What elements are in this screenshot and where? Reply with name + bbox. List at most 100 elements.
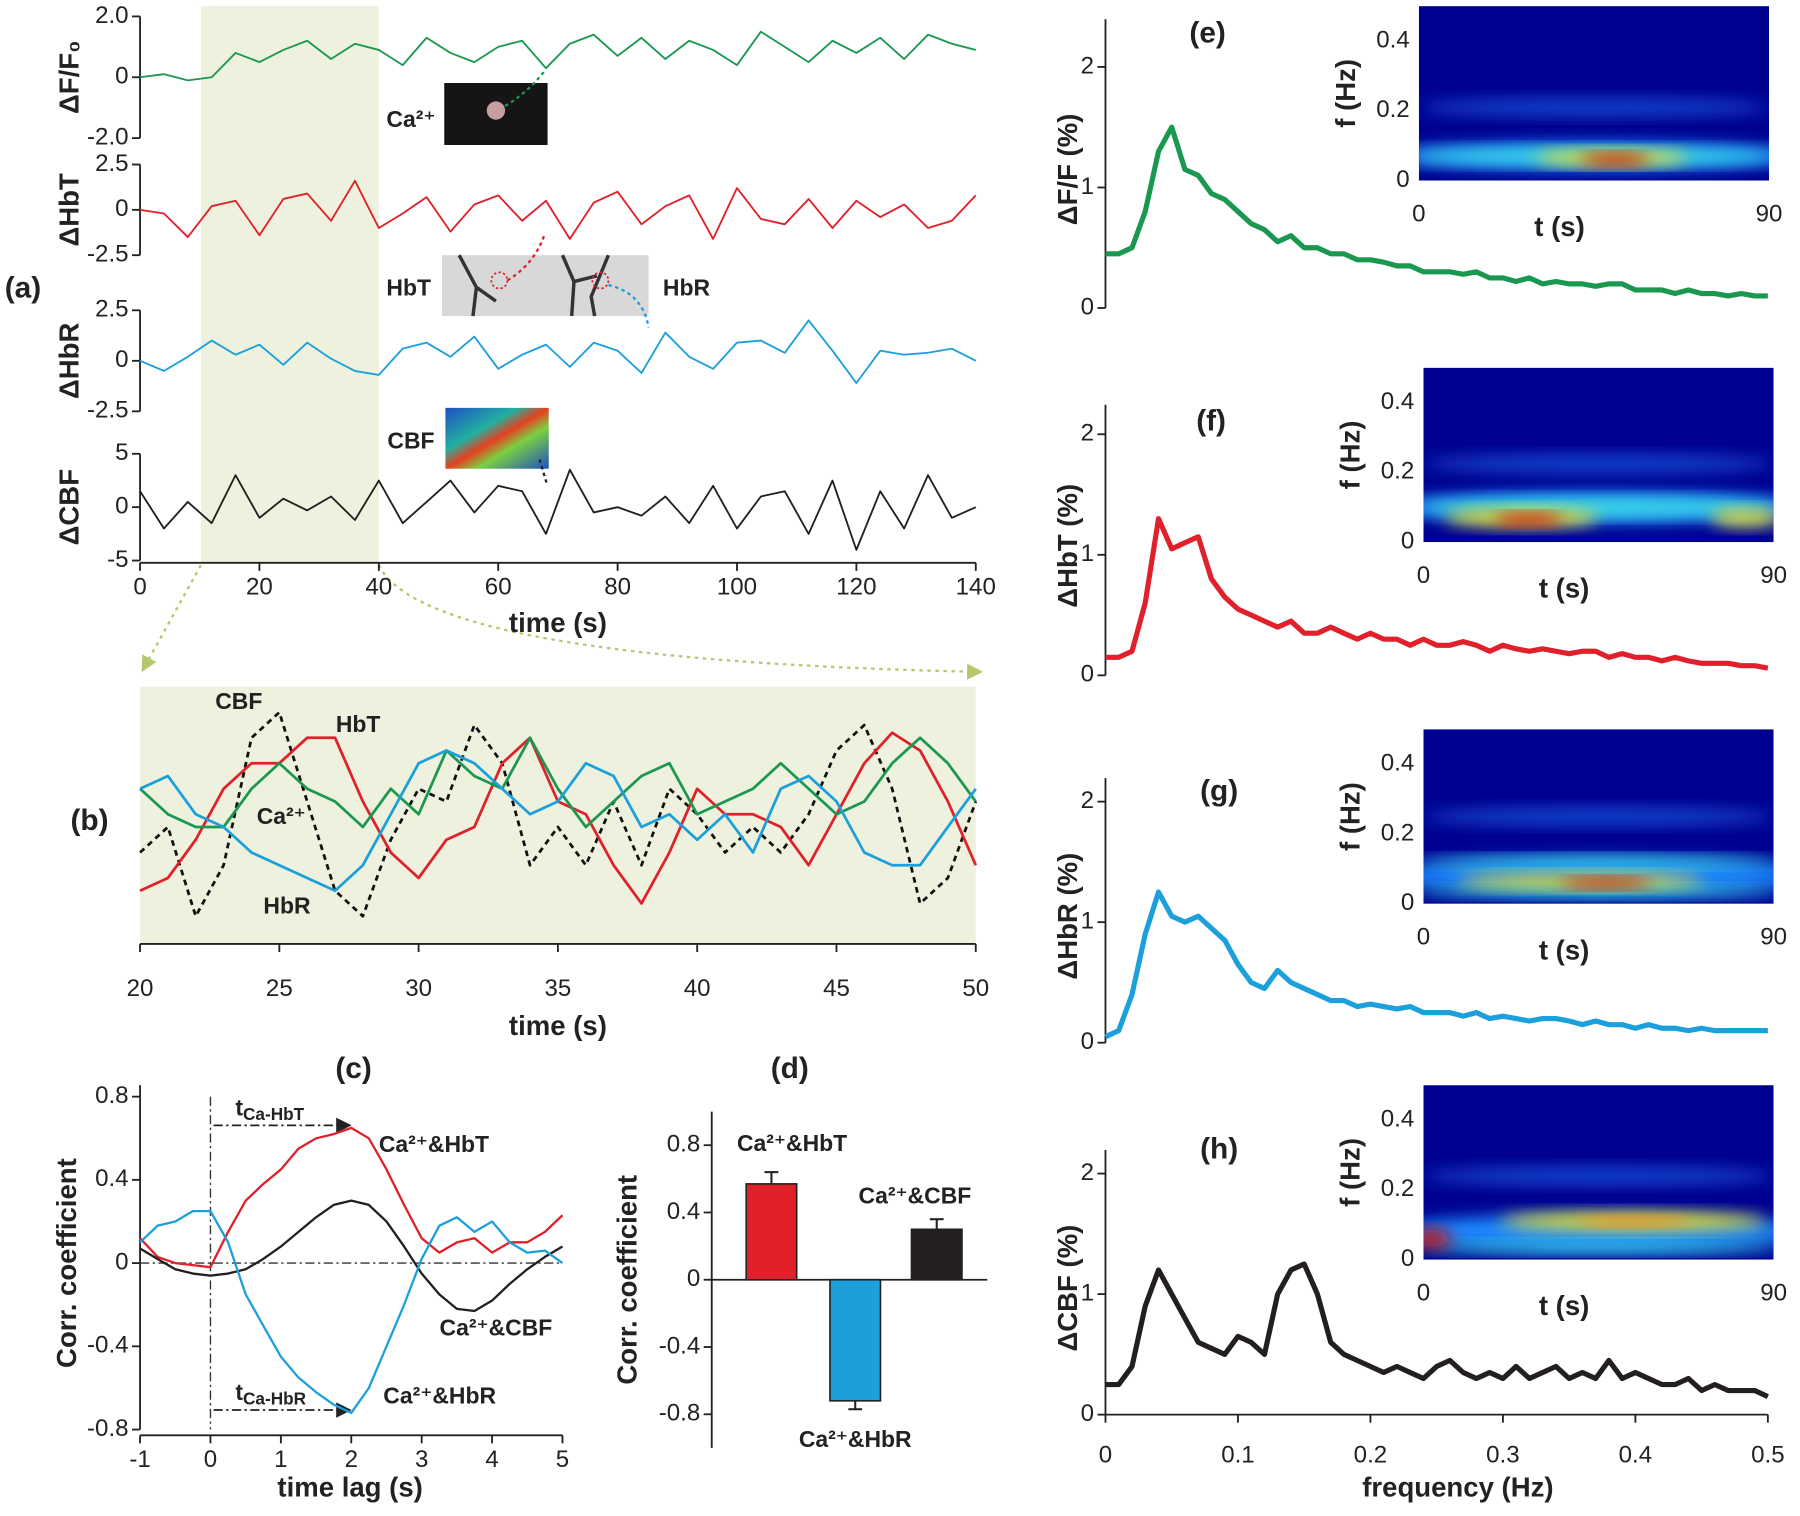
y-tick-label: 1 <box>1081 173 1094 200</box>
y-label: ΔF/F₀ <box>53 40 84 114</box>
inset-x-label: t (s) <box>1539 573 1590 604</box>
x-tick-label: 0 <box>1099 1441 1112 1468</box>
panel-label: (d) <box>771 1052 809 1085</box>
inset-x-label: t (s) <box>1534 211 1585 242</box>
spectrogram-power <box>1560 878 1652 888</box>
x-tick-label: 3 <box>415 1446 428 1473</box>
y-tick-label: 0.4 <box>95 1165 129 1192</box>
x-tick-label: 0.1 <box>1221 1441 1255 1468</box>
inset-y-tick-label: 0.2 <box>1381 458 1415 485</box>
cbf-image <box>445 407 549 469</box>
x-tick-label: 2 <box>345 1446 358 1473</box>
y-label: ΔCBF <box>53 469 84 545</box>
roi <box>591 271 610 290</box>
inset-x-tick-label: 90 <box>1760 562 1787 589</box>
y-label: ΔF/F (%) <box>1052 114 1083 226</box>
spectrogram-power <box>1418 98 1770 117</box>
spectrogram-power <box>1579 154 1650 165</box>
x-tick-label: 0.4 <box>1619 1441 1653 1468</box>
y-tick-label: 2.5 <box>95 296 129 323</box>
series-label: CBF <box>215 688 262 714</box>
spectrogram <box>1423 729 1774 904</box>
y-tick-label: 2.5 <box>95 150 129 177</box>
bar <box>910 1228 963 1281</box>
inset-x-tick-label: 0 <box>1412 200 1425 227</box>
y-tick-label: -5 <box>107 546 128 573</box>
annotation-sub: Ca-HbR <box>243 1388 307 1408</box>
x-tick-label: 120 <box>836 573 876 600</box>
calcium-spot <box>486 101 506 120</box>
annotation-main: t <box>235 1379 243 1405</box>
series-line <box>139 1209 564 1415</box>
inset-y-tick-label: 0.4 <box>1381 750 1415 777</box>
series-line <box>139 710 978 918</box>
spectrogram <box>1418 6 1770 181</box>
y-label: ΔHbT <box>53 173 84 247</box>
inset-x-tick-label: 90 <box>1756 200 1783 227</box>
x-tick-label: 0.3 <box>1486 1441 1520 1468</box>
x-label: time lag (s) <box>277 1472 422 1503</box>
x-tick-label: 40 <box>684 975 711 1002</box>
panel-label: (c) <box>335 1052 371 1085</box>
y-label: Corr. coefficient <box>611 1175 642 1385</box>
annotation: HbT <box>386 275 431 301</box>
panel-label: (a) <box>5 272 41 305</box>
y-tick-label: -0.8 <box>87 1415 129 1442</box>
annotation: tCa-HbR <box>235 1379 306 1408</box>
annotation: Ca²⁺ <box>386 106 435 132</box>
x-tick-label: 25 <box>266 975 293 1002</box>
annotation: HbR <box>663 275 711 301</box>
inset-x-tick-label: 0 <box>1417 924 1430 951</box>
series-line <box>1105 1261 1769 1399</box>
series-line <box>139 736 977 829</box>
spectrogram-power <box>1423 807 1774 826</box>
x-tick-label: 0.2 <box>1354 1441 1388 1468</box>
zoom-arrow <box>141 564 202 673</box>
x-tick-label: 40 <box>365 573 392 600</box>
annotation: CBF <box>387 427 434 453</box>
zoom-arrow <box>377 564 984 680</box>
category-label: Ca²⁺&HbT <box>737 1130 847 1156</box>
x-tick-label: 35 <box>545 975 572 1002</box>
y-label: ΔHbR (%) <box>1052 853 1083 980</box>
panel-label: (b) <box>70 804 108 837</box>
spectrogram-power <box>1423 1229 1452 1248</box>
series-label: Ca²⁺ <box>257 803 306 829</box>
y-tick-label: 0 <box>1081 293 1094 320</box>
y-tick-label: 2 <box>1081 1159 1094 1186</box>
y-tick-label: -0.8 <box>659 1400 701 1427</box>
spectrogram-power <box>1423 856 1774 868</box>
category-label: Ca²⁺&HbR <box>799 1426 912 1452</box>
x-tick-label: 50 <box>962 975 989 1002</box>
inset-y-label: f (Hz) <box>1335 1138 1366 1207</box>
series-line <box>1105 124 1768 299</box>
spectrogram-power <box>1423 1242 1774 1253</box>
inset-y-tick-label: 0 <box>1401 1245 1414 1272</box>
y-tick-label: 0 <box>1081 661 1094 688</box>
y-tick-label: -2.5 <box>87 241 129 268</box>
y-label: Corr. coefficient <box>51 1158 82 1368</box>
inset-y-tick-label: 0.4 <box>1381 388 1415 415</box>
x-label: time (s) <box>509 1010 607 1041</box>
series-line <box>1105 516 1769 671</box>
inset-x-tick-label: 0 <box>1417 1279 1430 1306</box>
inset-y-tick-label: 0 <box>1396 166 1409 193</box>
series-label: HbR <box>263 892 311 918</box>
y-tick-label: 1 <box>1081 908 1094 935</box>
panel-label: (h) <box>1200 1132 1238 1165</box>
x-tick-label: 0 <box>133 573 146 600</box>
y-tick-label: 2 <box>1081 787 1094 814</box>
inset-y-tick-label: 0.2 <box>1381 1175 1415 1202</box>
series-line <box>139 30 976 82</box>
y-tick-label: 2.0 <box>95 2 129 29</box>
annotation: tCa-HbT <box>235 1094 304 1123</box>
x-tick-label: 80 <box>604 573 631 600</box>
y-label: ΔCBF (%) <box>1052 1225 1083 1352</box>
y-tick-label: 2 <box>1081 420 1094 447</box>
inset-x-tick-label: 0 <box>1417 562 1430 589</box>
panel-label: (f) <box>1196 405 1226 438</box>
x-tick-label: 140 <box>956 573 996 600</box>
x-tick-label: -1 <box>129 1446 150 1473</box>
pointer <box>608 283 650 328</box>
